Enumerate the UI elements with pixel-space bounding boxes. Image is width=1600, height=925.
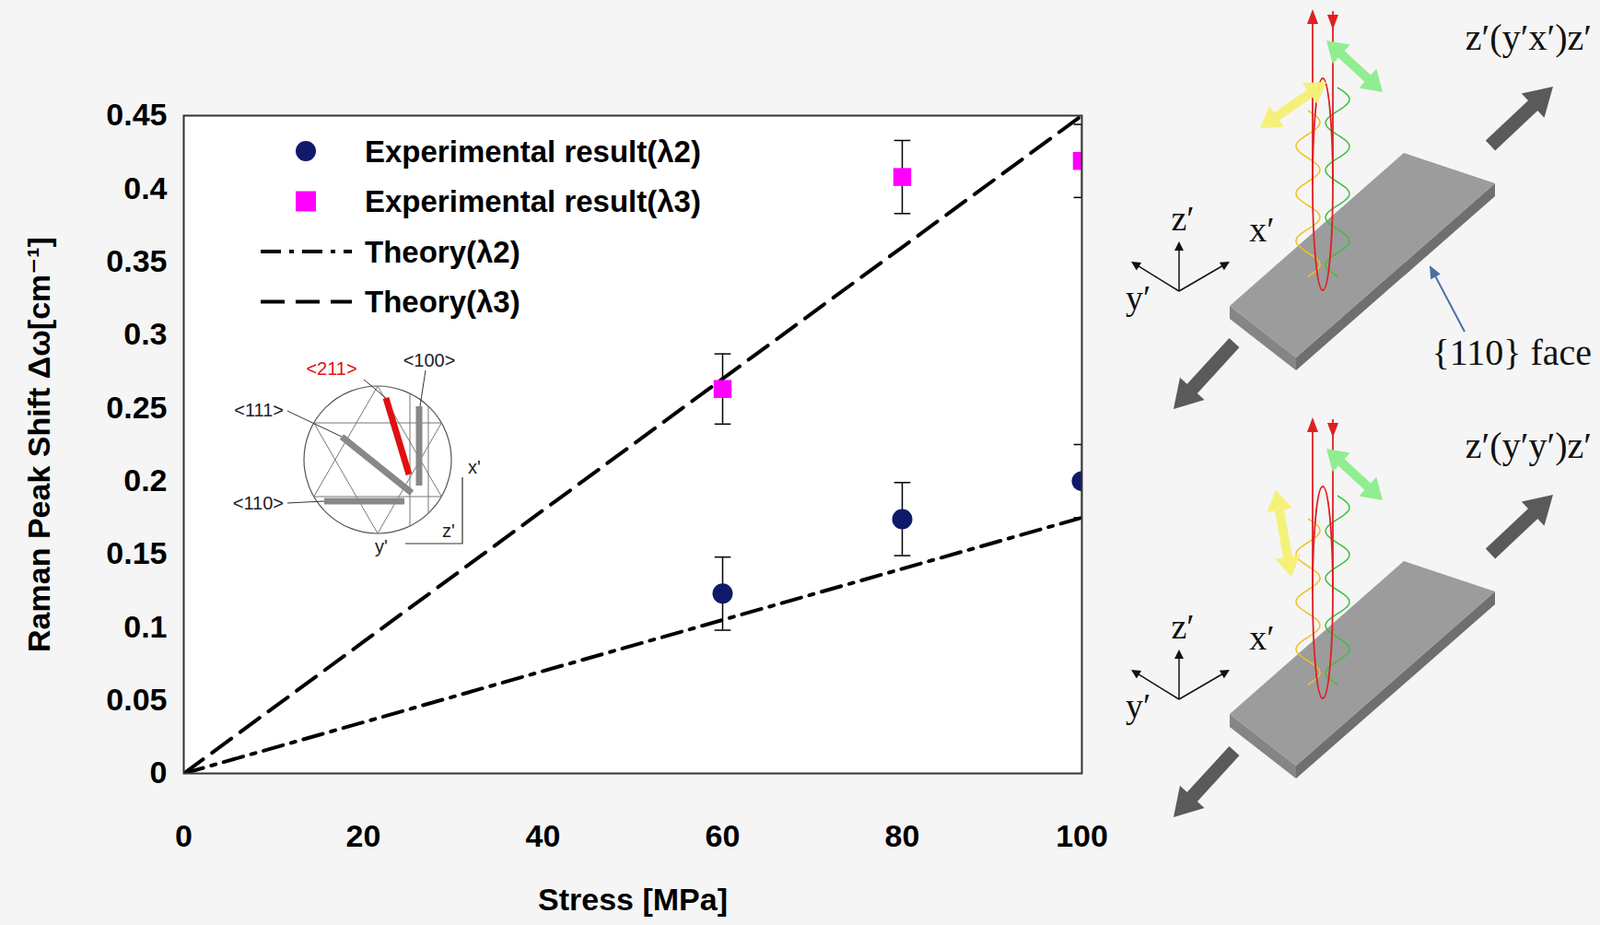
svg-text:0: 0	[150, 754, 168, 790]
svg-text:0.25: 0.25	[105, 389, 167, 425]
svg-text:x': x'	[467, 456, 481, 478]
svg-text:Experimental result(λ2): Experimental result(λ2)	[364, 134, 701, 169]
svg-text:x′: x′	[1249, 618, 1274, 657]
svg-text:y′: y′	[1125, 686, 1151, 725]
svg-text:80: 80	[885, 817, 921, 853]
svg-text:0.2: 0.2	[123, 462, 167, 498]
svg-text:<110>: <110>	[233, 492, 284, 514]
svg-text:60: 60	[705, 817, 741, 853]
svg-text:Experimental result(λ3): Experimental result(λ3)	[364, 184, 701, 219]
svg-text:x′: x′	[1249, 210, 1274, 249]
svg-text:<211>: <211>	[305, 358, 357, 379]
svg-text:z′(y′x′)z′: z′(y′x′)z′	[1465, 16, 1592, 59]
svg-text:z′: z′	[1170, 198, 1194, 238]
svg-text:y': y'	[374, 536, 388, 557]
svg-text:100: 100	[1055, 817, 1109, 853]
svg-text:<111>: <111>	[233, 399, 284, 421]
svg-text:20: 20	[346, 817, 382, 853]
svg-text:0.05: 0.05	[105, 681, 167, 717]
svg-text:0.3: 0.3	[123, 315, 167, 351]
svg-text:{110} face: {110} face	[1432, 331, 1593, 374]
svg-text:0.15: 0.15	[105, 535, 167, 571]
svg-text:0.4: 0.4	[123, 170, 167, 206]
svg-text:40: 40	[525, 817, 561, 853]
svg-text:Raman Peak Shift Δω[cm⁻¹]: Raman Peak Shift Δω[cm⁻¹]	[21, 236, 57, 653]
svg-text:z′: z′	[1170, 607, 1194, 646]
svg-text:0: 0	[175, 817, 193, 853]
svg-text:0.45: 0.45	[105, 96, 167, 132]
svg-text:<100>: <100>	[403, 350, 456, 371]
svg-text:Theory(λ2): Theory(λ2)	[364, 234, 521, 269]
svg-text:Stress [MPa]: Stress [MPa]	[537, 881, 728, 917]
svg-text:0.35: 0.35	[105, 243, 167, 279]
svg-text:z′(y′y′)z′: z′(y′y′)z′	[1465, 424, 1592, 467]
svg-text:y′: y′	[1125, 278, 1151, 317]
svg-text:Theory(λ3): Theory(λ3)	[364, 284, 521, 319]
svg-text:0.1: 0.1	[123, 608, 167, 644]
svg-text:z': z'	[442, 520, 456, 541]
